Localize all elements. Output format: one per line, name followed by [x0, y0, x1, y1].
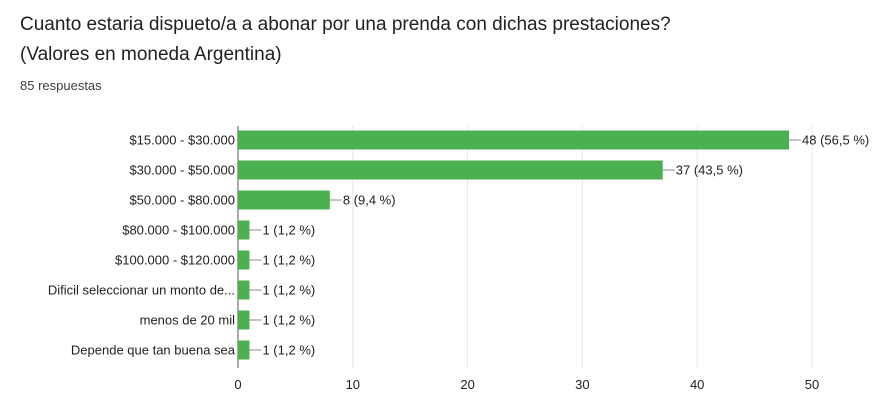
- bar-7: [238, 340, 250, 360]
- bar-2: [238, 190, 330, 210]
- response-count: 85 respuestas: [20, 78, 102, 93]
- bar-3: [238, 220, 250, 240]
- data-label: 1 (1,2 %): [262, 283, 315, 298]
- data-label: 37 (43,5 %): [676, 163, 743, 178]
- category-label: $100.000 - $120.000: [115, 253, 235, 268]
- data-label: 1 (1,2 %): [262, 253, 315, 268]
- category-label: $50.000 - $80.000: [129, 193, 235, 208]
- data-label: 1 (1,2 %): [262, 313, 315, 328]
- category-label: Dificil seleccionar un monto de...: [48, 283, 235, 298]
- question-title-line-2: (Valores en moneda Argentina): [20, 44, 282, 65]
- x-tick-label: 20: [460, 377, 474, 392]
- bar-6: [238, 310, 250, 330]
- category-label: $15.000 - $30.000: [129, 133, 235, 148]
- x-tick-label: 30: [575, 377, 589, 392]
- bar-4: [238, 250, 250, 270]
- bar-0: [238, 130, 790, 150]
- data-label: 1 (1,2 %): [262, 343, 315, 358]
- data-label: 1 (1,2 %): [262, 223, 315, 238]
- category-label: Depende que tan buena sea: [71, 343, 236, 358]
- category-label: $30.000 - $50.000: [129, 163, 235, 178]
- x-tick-label: 40: [690, 377, 704, 392]
- bar-1: [238, 160, 663, 180]
- x-tick-label: 0: [234, 377, 241, 392]
- category-label: menos de 20 mil: [140, 313, 235, 328]
- bar-5: [238, 280, 250, 300]
- x-tick-label: 50: [805, 377, 819, 392]
- data-label: 48 (56,5 %): [802, 133, 869, 148]
- x-tick-label: 10: [346, 377, 360, 392]
- labels: 0 10 20 30 40 50 $15.000 - $30.000 48 (56,5 %) $…: [48, 133, 869, 393]
- data-label: 8 (9,4 %): [343, 193, 396, 208]
- bars: [238, 130, 790, 360]
- question-title: Cuanto estaria dispueto/a a abonar por u…: [20, 10, 870, 70]
- category-label: $80.000 - $100.000: [122, 223, 235, 238]
- question-title-line-1: Cuanto estaria dispueto/a a abonar por u…: [20, 14, 671, 35]
